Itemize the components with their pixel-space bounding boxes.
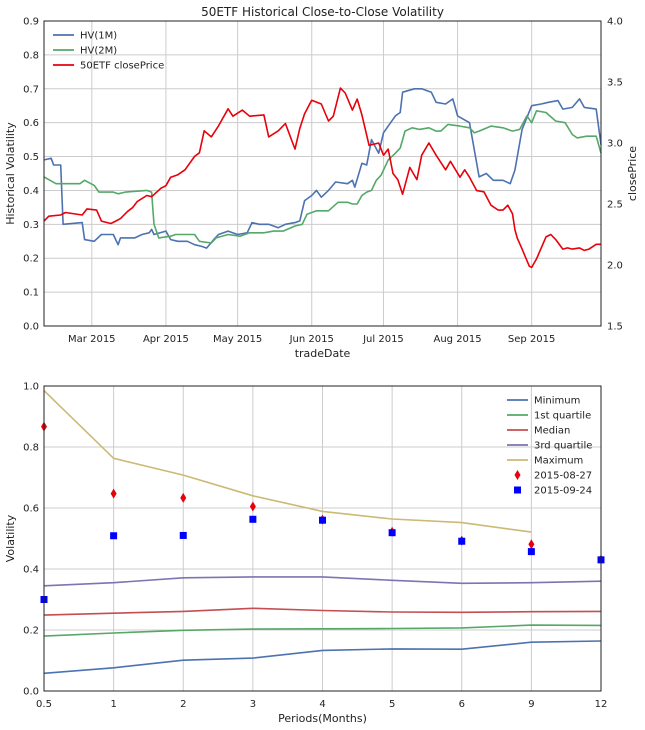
marker-diamond <box>249 501 256 512</box>
series-line-minimum <box>43 640 602 675</box>
y-tick-label: 0.8 <box>23 443 39 454</box>
series-line-median <box>43 607 602 616</box>
y-tick-label: 0.8 <box>23 50 39 61</box>
x-tick-label: 4 <box>319 699 325 710</box>
y-tick-label: 0.7 <box>23 84 39 95</box>
x-tick-label: May 2015 <box>213 334 262 345</box>
x-tick-label: Apr 2015 <box>143 334 189 345</box>
legend-label: Minimum <box>534 396 580 407</box>
y2-tick-label: 2.5 <box>607 200 623 211</box>
marker-square <box>110 532 118 540</box>
plot-frame <box>43 20 602 327</box>
legend-label: Median <box>534 426 570 437</box>
x-tick-label: 5 <box>389 699 395 710</box>
legend-label: 2015-09-24 <box>534 486 592 497</box>
x-tick-label: 3 <box>250 699 256 710</box>
legend-label: 1st quartile <box>534 411 591 422</box>
y-tick-label: 0.6 <box>23 118 39 129</box>
x-tick-label: 2 <box>180 699 186 710</box>
series-line-hv-1m- <box>43 88 602 249</box>
x-tick-label: Jun 2015 <box>289 334 334 345</box>
marker-square <box>527 548 535 556</box>
marker-square <box>179 531 187 539</box>
y-tick-label: 0.0 <box>23 687 39 698</box>
top-chart: 0.0 0.1 0.2 0.3 0.4 0.5 0.6 0.7 0.8 0.9 1.5 2.0 2.5 3… <box>4 5 639 360</box>
y2-tick-label: 4.0 <box>607 17 623 28</box>
series-line-50etf-closeprice <box>43 87 601 269</box>
marker-diamond <box>180 492 187 503</box>
bottom-chart: 0.00.20.40.60.81.00.5 1 2 3 4 5 6 9 12Periods(Mo… <box>4 382 607 726</box>
y-tick-label: 0.2 <box>23 254 39 265</box>
legend-marker <box>514 470 521 480</box>
x-tick-label: 12 <box>595 699 608 710</box>
legend-label: Maximum <box>534 456 583 467</box>
legend-label: 3rd quartile <box>534 441 592 452</box>
y2-tick-label: 1.5 <box>607 322 623 333</box>
y2-axis-label: closePrice <box>626 146 639 201</box>
legend-marker <box>514 486 521 494</box>
marker-square <box>388 529 396 537</box>
marker-diamond <box>110 488 117 499</box>
chart-title: 50ETF Historical Close-to-Close Volatili… <box>201 5 444 19</box>
marker-square <box>458 537 466 545</box>
marker-square <box>319 516 326 524</box>
y-tick-label: 0.2 <box>23 626 39 637</box>
x-tick-label: 1 <box>110 699 116 710</box>
y2-tick-label: 3.0 <box>607 139 623 150</box>
series-line-3rd-quartile <box>43 576 602 587</box>
legend-label: HV(2M) <box>80 46 117 57</box>
series-line-maximum <box>43 390 532 533</box>
legend-label: 50ETF closePrice <box>80 61 164 72</box>
y-axis-label: Volatility <box>4 514 17 562</box>
x-tick-label: Sep 2015 <box>508 334 555 345</box>
legend-label: HV(1M) <box>80 31 117 42</box>
series-line-hv-2m- <box>43 110 602 244</box>
x-axis-label: tradeDate <box>295 347 351 360</box>
y-tick-label: 0.4 <box>23 186 39 197</box>
marker-square <box>249 515 257 523</box>
x-tick-label: 9 <box>528 699 534 710</box>
x-tick-label: Aug 2015 <box>433 334 481 345</box>
y-tick-label: 0.5 <box>23 152 39 163</box>
plot-frame <box>43 385 602 692</box>
y-tick-label: 1.0 <box>23 382 39 393</box>
y-tick-label: 0.3 <box>23 220 39 231</box>
y-tick-label: 0.0 <box>23 322 39 333</box>
marker-diamond <box>528 539 535 550</box>
y-tick-label: 0.1 <box>23 288 39 299</box>
x-tick-label: Mar 2015 <box>68 334 116 345</box>
x-axis-label: Periods(Months) <box>278 712 367 725</box>
legend-label: 2015-08-27 <box>534 471 592 482</box>
y-tick-label: 0.4 <box>23 565 39 576</box>
y-tick-label: 0.9 <box>23 17 39 28</box>
y2-tick-label: 2.0 <box>607 261 623 272</box>
series-line-1st-quartile <box>43 624 602 637</box>
x-tick-label: 6 <box>459 699 465 710</box>
x-tick-label: 0.5 <box>36 699 52 710</box>
y-axis-label: Historical Volatility <box>4 122 17 225</box>
y2-tick-label: 3.5 <box>607 78 623 89</box>
x-tick-label: Jul 2015 <box>362 334 404 345</box>
y-tick-label: 0.6 <box>23 504 39 515</box>
